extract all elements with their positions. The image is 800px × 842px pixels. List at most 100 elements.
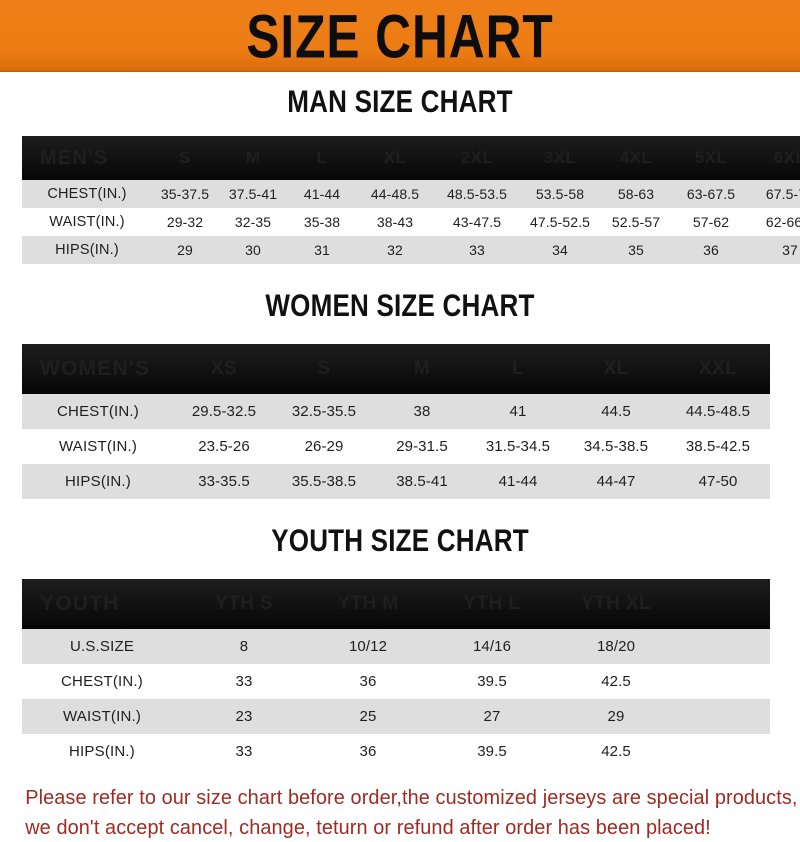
women-size-table: WOMEN'S XS S M L XL XXL CHEST(IN.) 29.5-… — [22, 344, 770, 499]
men-waist-6xl: 62-66.5 — [750, 208, 800, 236]
table-row: WAIST(IN.) 23.5-26 26-29 29-31.5 31.5-34… — [22, 429, 770, 464]
women-row-label-waist: WAIST(IN.) — [22, 429, 174, 464]
youth-chest-m: 36 — [306, 664, 430, 699]
section-title-youth: YOUTH SIZE CHART — [271, 523, 529, 558]
men-waist-l: 35-38 — [288, 208, 356, 236]
youth-row-label-chest: CHEST(IN.) — [22, 664, 182, 699]
youth-hips-l: 39.5 — [430, 734, 554, 769]
table-row: HIPS(IN.) 33 36 39.5 42.5 — [22, 734, 770, 769]
section-title-women: WOMEN SIZE CHART — [265, 288, 535, 323]
women-header-cell-0: WOMEN'S — [22, 344, 174, 394]
youth-row-label-hips: HIPS(IN.) — [22, 734, 182, 769]
table-row: CHEST(IN.) 33 36 39.5 42.5 — [22, 664, 770, 699]
table-row: U.S.SIZE 8 10/12 14/16 18/20 — [22, 629, 770, 664]
youth-ussize-m: 10/12 — [306, 629, 430, 664]
women-hips-xxl: 47-50 — [666, 464, 770, 499]
women-header-cell-2: S — [274, 344, 374, 394]
youth-waist-l: 27 — [430, 699, 554, 734]
order-policy-note-line-2: we don't accept cancel, change, teturn o… — [25, 815, 711, 839]
youth-header-cell-5 — [678, 579, 724, 629]
men-header-cell-3: L — [288, 136, 356, 180]
women-row-label-chest: CHEST(IN.) — [22, 394, 174, 429]
women-hips-xl: 44-47 — [566, 464, 666, 499]
men-header-cell-8: 5XL — [672, 136, 750, 180]
men-header-cell-4: XL — [356, 136, 434, 180]
women-header-cell-6: XXL — [666, 344, 770, 394]
youth-chest-l: 39.5 — [430, 664, 554, 699]
youth-waist-pad1 — [678, 699, 724, 734]
youth-row-label-waist: WAIST(IN.) — [22, 699, 182, 734]
women-waist-xs: 23.5-26 — [174, 429, 274, 464]
men-hips-4xl: 35 — [600, 236, 672, 264]
men-header-cell-2: M — [218, 136, 288, 180]
banner-title: SIZE CHART — [246, 2, 554, 72]
women-waist-s: 26-29 — [274, 429, 374, 464]
men-row-label-hips: HIPS(IN.) — [22, 236, 152, 264]
page-banner: SIZE CHART — [0, 0, 800, 72]
youth-size-table: YOUTH YTH S YTH M YTH L YTH XL U.S.SIZE … — [22, 579, 770, 769]
men-waist-m: 32-35 — [218, 208, 288, 236]
women-chest-xs: 29.5-32.5 — [174, 394, 274, 429]
men-waist-xl: 38-43 — [356, 208, 434, 236]
men-waist-4xl: 52.5-57 — [600, 208, 672, 236]
youth-hips-m: 36 — [306, 734, 430, 769]
women-hips-l: 41-44 — [470, 464, 566, 499]
men-chest-2xl: 48.5-53.5 — [434, 180, 520, 208]
men-header-cell-0: MEN'S — [22, 136, 152, 180]
table-row: WAIST(IN.) 23 25 27 29 — [22, 699, 770, 734]
women-chest-xxl: 44.5-48.5 — [666, 394, 770, 429]
men-waist-3xl: 47.5-52.5 — [520, 208, 600, 236]
men-hips-l: 31 — [288, 236, 356, 264]
youth-header-cell-4: YTH XL — [554, 579, 678, 629]
youth-header-cell-1: YTH S — [182, 579, 306, 629]
women-table-header-row: WOMEN'S XS S M L XL XXL — [22, 344, 770, 394]
men-row-label-waist: WAIST(IN.) — [22, 208, 152, 236]
women-header-cell-3: M — [374, 344, 470, 394]
men-chest-s: 35-37.5 — [152, 180, 218, 208]
women-waist-l: 31.5-34.5 — [470, 429, 566, 464]
youth-chest-xl: 42.5 — [554, 664, 678, 699]
youth-ussize-pad1 — [678, 629, 724, 664]
women-waist-xl: 34.5-38.5 — [566, 429, 666, 464]
youth-table-header-row: YOUTH YTH S YTH M YTH L YTH XL — [22, 579, 770, 629]
youth-ussize-l: 14/16 — [430, 629, 554, 664]
table-row: HIPS(IN.) 29 30 31 32 33 34 35 36 37 — [22, 236, 800, 264]
women-row-label-hips: HIPS(IN.) — [22, 464, 174, 499]
youth-hips-pad1 — [678, 734, 724, 769]
women-waist-xxl: 38.5-42.5 — [666, 429, 770, 464]
men-row-label-chest: CHEST(IN.) — [22, 180, 152, 208]
men-chest-6xl: 67.5-72 — [750, 180, 800, 208]
women-waist-m: 29-31.5 — [374, 429, 470, 464]
table-row: CHEST(IN.) 29.5-32.5 32.5-35.5 38 41 44.… — [22, 394, 770, 429]
men-hips-6xl: 37 — [750, 236, 800, 264]
order-policy-note: Please refer to our size chart before or… — [0, 769, 798, 842]
men-waist-5xl: 57-62 — [672, 208, 750, 236]
order-policy-note-line-1: Please refer to our size chart before or… — [25, 786, 798, 809]
men-chest-m: 37.5-41 — [218, 180, 288, 208]
youth-waist-pad2 — [724, 699, 770, 734]
men-waist-s: 29-32 — [152, 208, 218, 236]
men-header-cell-9: 6XL — [750, 136, 800, 180]
men-size-table: MEN'S S M L XL 2XL 3XL 4XL 5XL 6XL CHEST… — [22, 136, 800, 264]
men-chest-l: 41-44 — [288, 180, 356, 208]
women-header-cell-4: L — [470, 344, 566, 394]
youth-chest-s: 33 — [182, 664, 306, 699]
women-chest-l: 41 — [470, 394, 566, 429]
youth-chest-pad1 — [678, 664, 724, 699]
women-header-cell-5: XL — [566, 344, 666, 394]
men-waist-2xl: 43-47.5 — [434, 208, 520, 236]
men-header-cell-1: S — [152, 136, 218, 180]
men-header-cell-7: 4XL — [600, 136, 672, 180]
youth-chest-pad2 — [724, 664, 770, 699]
youth-header-cell-2: YTH M — [306, 579, 430, 629]
section-title-men: MAN SIZE CHART — [287, 84, 513, 119]
men-chest-xl: 44-48.5 — [356, 180, 434, 208]
women-hips-xs: 33-35.5 — [174, 464, 274, 499]
men-hips-m: 30 — [218, 236, 288, 264]
youth-hips-xl: 42.5 — [554, 734, 678, 769]
women-hips-m: 38.5-41 — [374, 464, 470, 499]
women-chest-m: 38 — [374, 394, 470, 429]
youth-hips-s: 33 — [182, 734, 306, 769]
youth-waist-s: 23 — [182, 699, 306, 734]
